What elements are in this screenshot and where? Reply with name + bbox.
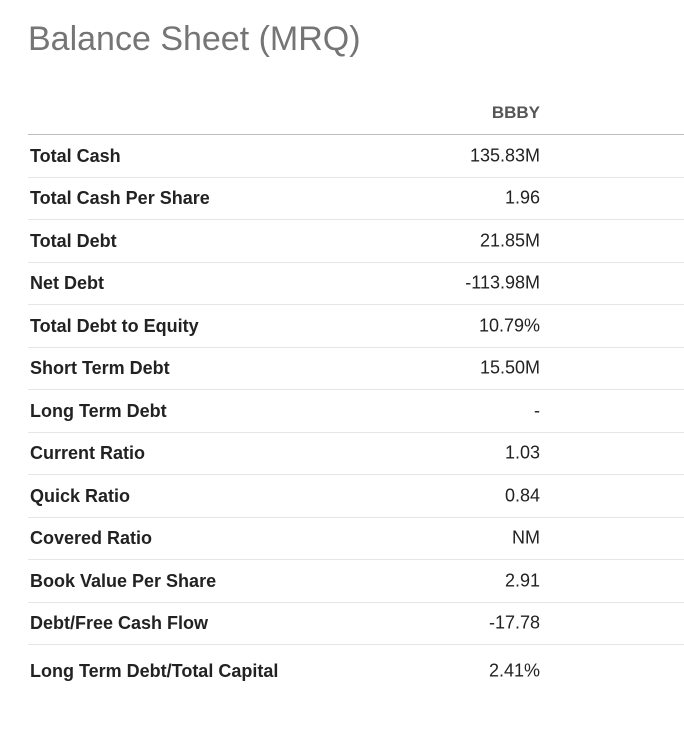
row-value: -113.98M: [465, 272, 540, 293]
row-value: 1.96: [504, 187, 540, 208]
row-value: 2.91: [504, 570, 540, 591]
row-value: 1.03: [504, 442, 540, 463]
table-row-long-term-debt: Long Term Debt -: [28, 390, 684, 433]
row-label: Short Term Debt: [30, 358, 170, 379]
row-label: Total Cash Per Share: [30, 188, 210, 209]
row-label: Total Cash: [30, 145, 121, 166]
table-row-total-cash: Total Cash 135.83M: [28, 135, 684, 178]
row-value: 135.83M: [469, 145, 540, 166]
table-row-total-cash-per-share: Total Cash Per Share 1.96: [28, 178, 684, 220]
table-row-covered-ratio: Covered Ratio NM: [28, 518, 684, 560]
row-value: 0.84: [504, 485, 540, 506]
row-label: Covered Ratio: [30, 528, 153, 549]
page-title: Balance Sheet (MRQ): [28, 20, 361, 58]
table-row-current-ratio: Current Ratio 1.03: [28, 433, 684, 475]
table-row-total-debt-to-equity: Total Debt to Equity 10.79%: [28, 305, 684, 348]
balance-sheet-table: BBBY Total Cash 135.83M Total Cash Per S…: [28, 92, 684, 697]
row-label: Current Ratio: [30, 443, 146, 464]
row-value: 10.79%: [478, 315, 540, 336]
table-row-quick-ratio: Quick Ratio 0.84: [28, 475, 684, 518]
row-label: Long Term Debt/Total Capital: [30, 661, 279, 681]
row-value: 2.41%: [488, 660, 540, 681]
table-row-long-term-debt-total-capital: Long Term Debt/Total Capital 2.41%: [28, 645, 684, 697]
row-label: Debt/Free Cash Flow: [30, 613, 209, 634]
row-value: -: [534, 400, 540, 421]
row-label: Net Debt: [30, 273, 105, 294]
table-row-debt-free-cash-flow: Debt/Free Cash Flow -17.78: [28, 603, 684, 645]
table-row-short-term-debt: Short Term Debt 15.50M: [28, 348, 684, 390]
table-row-book-value-per-share: Book Value Per Share 2.91: [28, 560, 684, 603]
table-row-net-debt: Net Debt -113.98M: [28, 263, 684, 305]
row-value: NM: [512, 527, 540, 548]
row-label: Total Debt to Equity: [30, 315, 199, 336]
table-header-row: BBBY: [28, 92, 684, 135]
row-value: 15.50M: [479, 357, 540, 378]
row-label: Book Value Per Share: [30, 570, 217, 591]
row-label: Quick Ratio: [30, 485, 131, 506]
row-label: Long Term Debt: [30, 400, 167, 421]
row-label: Total Debt: [30, 230, 117, 251]
table-row-total-debt: Total Debt 21.85M: [28, 220, 684, 263]
column-header-ticker: BBBY: [491, 103, 540, 122]
row-value: 21.85M: [479, 230, 540, 251]
row-value: -17.78: [488, 612, 540, 633]
